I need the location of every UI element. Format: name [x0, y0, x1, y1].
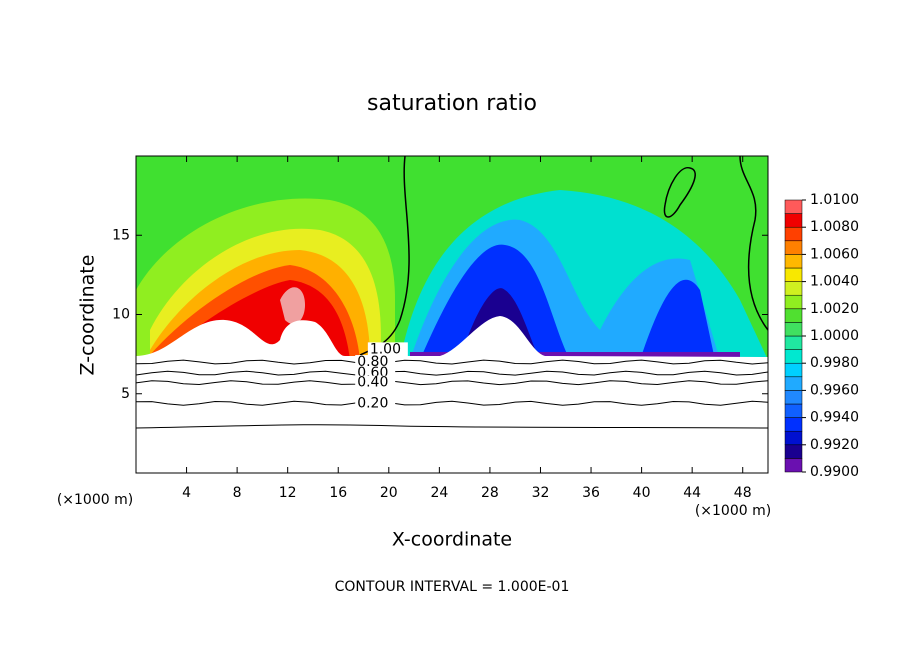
contour-label: 0.40 — [357, 375, 388, 391]
x-tick-label: 16 — [329, 485, 347, 501]
x-tick-label: 4 — [182, 485, 191, 501]
colorbar-tick-label: 0.9900 — [810, 464, 859, 480]
contour-label-bg — [355, 355, 396, 370]
colorbar-swatch — [784, 240, 803, 255]
colorbar-swatch — [784, 254, 803, 269]
colorbar-tick-label: 0.9960 — [810, 382, 859, 398]
contour-line — [135, 359, 769, 365]
x-tick-label: 24 — [430, 485, 448, 501]
colorbar-tick-label: 1.0020 — [810, 301, 859, 317]
y-tick-label: 5 — [121, 386, 130, 402]
colorbar-swatch — [784, 199, 803, 214]
colorbar-tick-label: 1.0000 — [810, 328, 859, 344]
x-tick-label: 20 — [380, 485, 398, 501]
colorbar-swatch — [784, 458, 803, 473]
colorbar-swatch — [784, 294, 803, 310]
colorbar-swatch — [784, 430, 803, 446]
footer-note: CONTOUR INTERVAL = 1.000E-01 — [335, 579, 570, 595]
colorbar-swatch — [784, 226, 803, 242]
x-tick-label: 48 — [734, 485, 752, 501]
x-tick-label: 32 — [532, 485, 550, 501]
y-tick-label: 15 — [112, 227, 130, 243]
y-axis-label: Z-coordinate — [77, 255, 99, 376]
contour-label-bg — [355, 396, 396, 411]
colorbar-swatch — [784, 403, 803, 418]
x-unit-label: (×1000 m) — [695, 503, 771, 519]
contour-line — [135, 380, 769, 386]
colorbar-tick-label: 1.0060 — [810, 246, 859, 262]
colorbar-swatch — [784, 417, 803, 432]
colorbar-swatch — [784, 267, 803, 282]
contour-line — [135, 370, 769, 376]
colorbar-swatch — [784, 349, 803, 364]
colorbar-tick-label: 1.0040 — [810, 274, 859, 290]
x-tick-label: 44 — [683, 485, 701, 501]
colorbar-swatch — [784, 376, 803, 391]
x-axis-label: X-coordinate — [392, 529, 512, 551]
x-tick-label: 8 — [233, 485, 242, 501]
x-tick-label: 12 — [279, 485, 297, 501]
y-tick-label: 10 — [112, 307, 130, 323]
x-tick-label: 28 — [481, 485, 499, 501]
colorbar-swatch — [784, 390, 803, 405]
contour-label-bg — [367, 342, 408, 357]
contour-label: 1.00 — [370, 341, 401, 357]
contour-line — [135, 400, 769, 406]
contour-label: 0.80 — [357, 354, 388, 370]
contour-label-bg — [355, 375, 396, 390]
colorbar-swatch — [784, 213, 803, 228]
x-tick-label: 40 — [633, 485, 651, 501]
colorbar-swatch — [784, 322, 803, 337]
colorbar-tick-label: 0.9920 — [810, 437, 859, 453]
contour-label: 0.20 — [357, 395, 388, 411]
colorbar-swatch — [784, 308, 803, 323]
x-tick-label: 36 — [582, 485, 600, 501]
chart-title: saturation ratio — [367, 91, 537, 116]
colorbar-swatch — [784, 444, 803, 459]
colorbar-swatch — [784, 335, 803, 350]
colorbar-swatch — [784, 281, 803, 296]
x-unit-label: (×1000 m) — [57, 492, 133, 508]
colorbar-tick-label: 0.9980 — [810, 355, 859, 371]
contour-field — [136, 156, 768, 473]
colorbar-tick-label: 1.0100 — [810, 192, 859, 208]
colorbar-tick-label: 1.0080 — [810, 219, 859, 235]
colorbar-tick-label: 0.9940 — [810, 410, 859, 426]
colorbar-swatch — [784, 362, 803, 378]
